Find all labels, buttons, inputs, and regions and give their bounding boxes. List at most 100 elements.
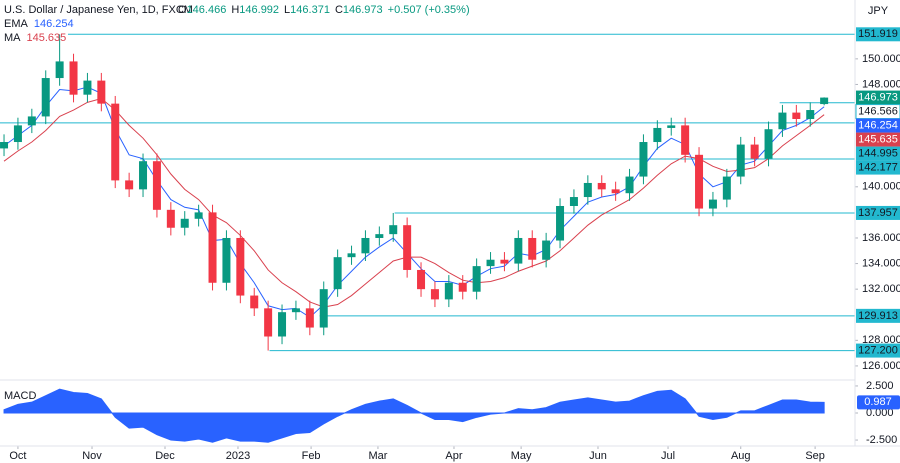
candle-body (556, 205, 565, 241)
macd-area (3, 388, 825, 443)
price-box (856, 205, 900, 220)
candle-body (278, 312, 287, 337)
candle-body (569, 197, 578, 206)
candle-body (764, 129, 773, 159)
candle-body (695, 154, 704, 209)
candle-body (347, 253, 356, 258)
candle-body (430, 289, 439, 300)
candle-body (403, 225, 412, 270)
y-tick-label: 128.000 (862, 334, 900, 346)
candle-body (653, 127, 662, 143)
candle-body (528, 237, 537, 260)
ohlc-value: 146.992 (239, 4, 279, 16)
price-box-label: 142.177 (858, 161, 898, 173)
price-box-label: 146.566 (858, 105, 898, 117)
ma-line (3, 97, 825, 308)
y-tick-label: 140.000 (862, 181, 900, 193)
price-box (856, 308, 900, 323)
y-tick-label: 148.000 (862, 78, 900, 90)
value-box (857, 395, 900, 410)
ma-legend: MA 145.635 (4, 32, 66, 44)
candle-body (667, 125, 676, 128)
x-tick-label: Sep (805, 450, 825, 462)
candle-body (111, 103, 120, 181)
candle-body (319, 289, 328, 328)
y-tick-label: 136.000 (862, 232, 900, 244)
candle-body (514, 237, 523, 264)
y-tick-label: 126.000 (862, 360, 900, 372)
ohlc-key: H (231, 4, 239, 16)
macd-name: MACD (4, 390, 36, 402)
candle-body (361, 237, 370, 254)
candle-body (500, 259, 509, 264)
candle-body (236, 237, 245, 296)
ma-value: 145.635 (27, 32, 67, 44)
ohlc: O146.466 H146.992 L146.371 C146.973 +0.507 (… (178, 4, 470, 16)
candle-body (806, 110, 815, 119)
candle-body (83, 80, 92, 95)
candle-body (125, 180, 134, 190)
y-tick-label: 132.000 (862, 283, 900, 295)
candle-body (27, 116, 36, 126)
ma-name: MA (4, 32, 21, 44)
candle-body (583, 182, 592, 198)
candle-body (820, 97, 829, 105)
candle-body (208, 212, 217, 283)
change: +0.507 (+0.35%) (388, 4, 470, 16)
price-box (856, 146, 900, 161)
x-tick-label: Dec (155, 450, 175, 462)
candle-body (0, 142, 9, 149)
price-box-label: 145.635 (858, 133, 898, 145)
candle-body (750, 144, 759, 159)
price-box-label: 129.913 (858, 310, 898, 322)
price-box-label: 151.919 (858, 28, 898, 40)
x-tick-label: Aug (731, 450, 751, 462)
ohlc-key: L (284, 4, 290, 16)
candle-body (486, 259, 495, 267)
currency[interactable]: JPY (868, 5, 889, 17)
x-tick-label: Jul (661, 450, 675, 462)
candle-body (792, 112, 801, 119)
x-tick-label: Jun (589, 450, 607, 462)
x-tick-label: Nov (82, 450, 102, 462)
x-tick-label: Oct (9, 450, 26, 462)
candle-body (139, 161, 148, 190)
price-box (856, 118, 900, 133)
x-tick-label: Apr (445, 450, 462, 462)
ema-legend: EMA 146.254 (4, 18, 74, 30)
ohlc-value: 146.371 (290, 4, 330, 16)
candle-body (611, 189, 620, 194)
candle-body (264, 308, 273, 337)
ohlc-value: 146.973 (343, 4, 383, 16)
candle-body (597, 182, 606, 190)
candle-body (152, 161, 161, 210)
candle-body (444, 282, 453, 300)
candle-body (97, 80, 106, 104)
price-box-label: 144.995 (858, 147, 898, 159)
x-tick-label: Feb (302, 450, 321, 462)
price-box-label: 127.200 (858, 344, 898, 356)
candle-body (250, 295, 259, 309)
ohlc-key: C (335, 4, 343, 16)
ohlc-value: 146.466 (187, 4, 227, 16)
price-box (856, 27, 900, 42)
candle-body (722, 176, 731, 200)
price-box (856, 343, 900, 358)
y-tick-label: 134.000 (862, 257, 900, 269)
y-tick-label: 0.000 (866, 407, 894, 419)
candle-body (417, 269, 426, 290)
x-tick-label: Mar (368, 450, 387, 462)
candle-body (13, 125, 22, 143)
x-tick-label: 2023 (226, 450, 250, 462)
price-box-label: 137.957 (858, 207, 898, 219)
price-box (856, 90, 900, 105)
candle-body (639, 142, 648, 177)
candle-body (375, 234, 384, 238)
price-box (856, 160, 900, 175)
candle-body (736, 144, 745, 177)
candle-body (542, 240, 551, 260)
symbol-title: U.S. Dollar / Japanese Yen, 1D, FXCM (4, 4, 193, 16)
price-box (856, 132, 900, 147)
